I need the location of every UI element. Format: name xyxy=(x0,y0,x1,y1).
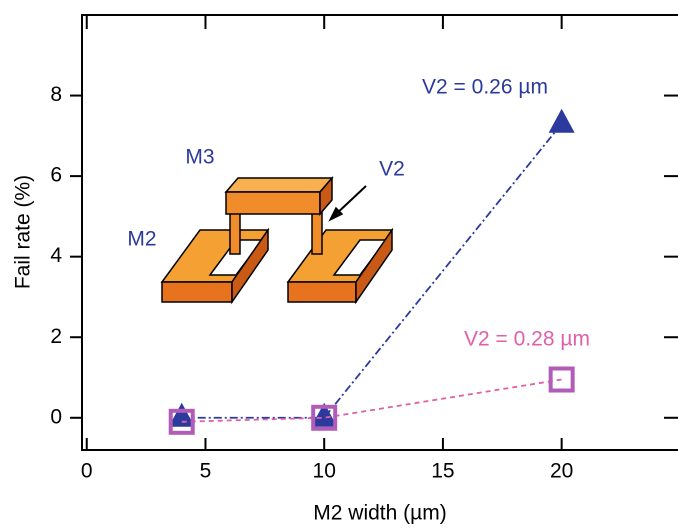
annotation: M2 xyxy=(127,228,156,251)
marker xyxy=(549,109,575,133)
chart: 0 5 10 15 20 0 2 4 6 8 M2 width (µm) Fail rate (%) V… xyxy=(0,0,678,529)
x-tick-label: 15 xyxy=(431,460,454,483)
y-tick-label: 0 xyxy=(50,405,62,428)
y-tick-label: 2 xyxy=(50,325,62,348)
x-tick-label: 0 xyxy=(81,460,93,483)
y-tick-label: 6 xyxy=(50,164,62,187)
annotation: V2 xyxy=(379,158,405,181)
annotation: V2 = 0.28 µm xyxy=(464,328,590,351)
annotation: V2 = 0.26 µm xyxy=(422,76,548,99)
x-tick-label: 20 xyxy=(550,460,573,483)
x-tick-label: 5 xyxy=(200,460,212,483)
page: 0 5 10 15 20 0 2 4 6 8 M2 width (µm) Fail rate (%) V… xyxy=(0,0,678,529)
annotation: M3 xyxy=(185,146,214,169)
series-line xyxy=(182,380,562,422)
y-tick-label: 4 xyxy=(50,244,62,267)
x-axis-label: M2 width (µm) xyxy=(313,502,446,525)
inset-diagram xyxy=(162,178,392,302)
y-axis-label: Fail rate (%) xyxy=(12,175,35,289)
marker xyxy=(551,369,573,391)
y-tick-label: 8 xyxy=(50,83,62,106)
x-tick-label: 10 xyxy=(313,460,336,483)
